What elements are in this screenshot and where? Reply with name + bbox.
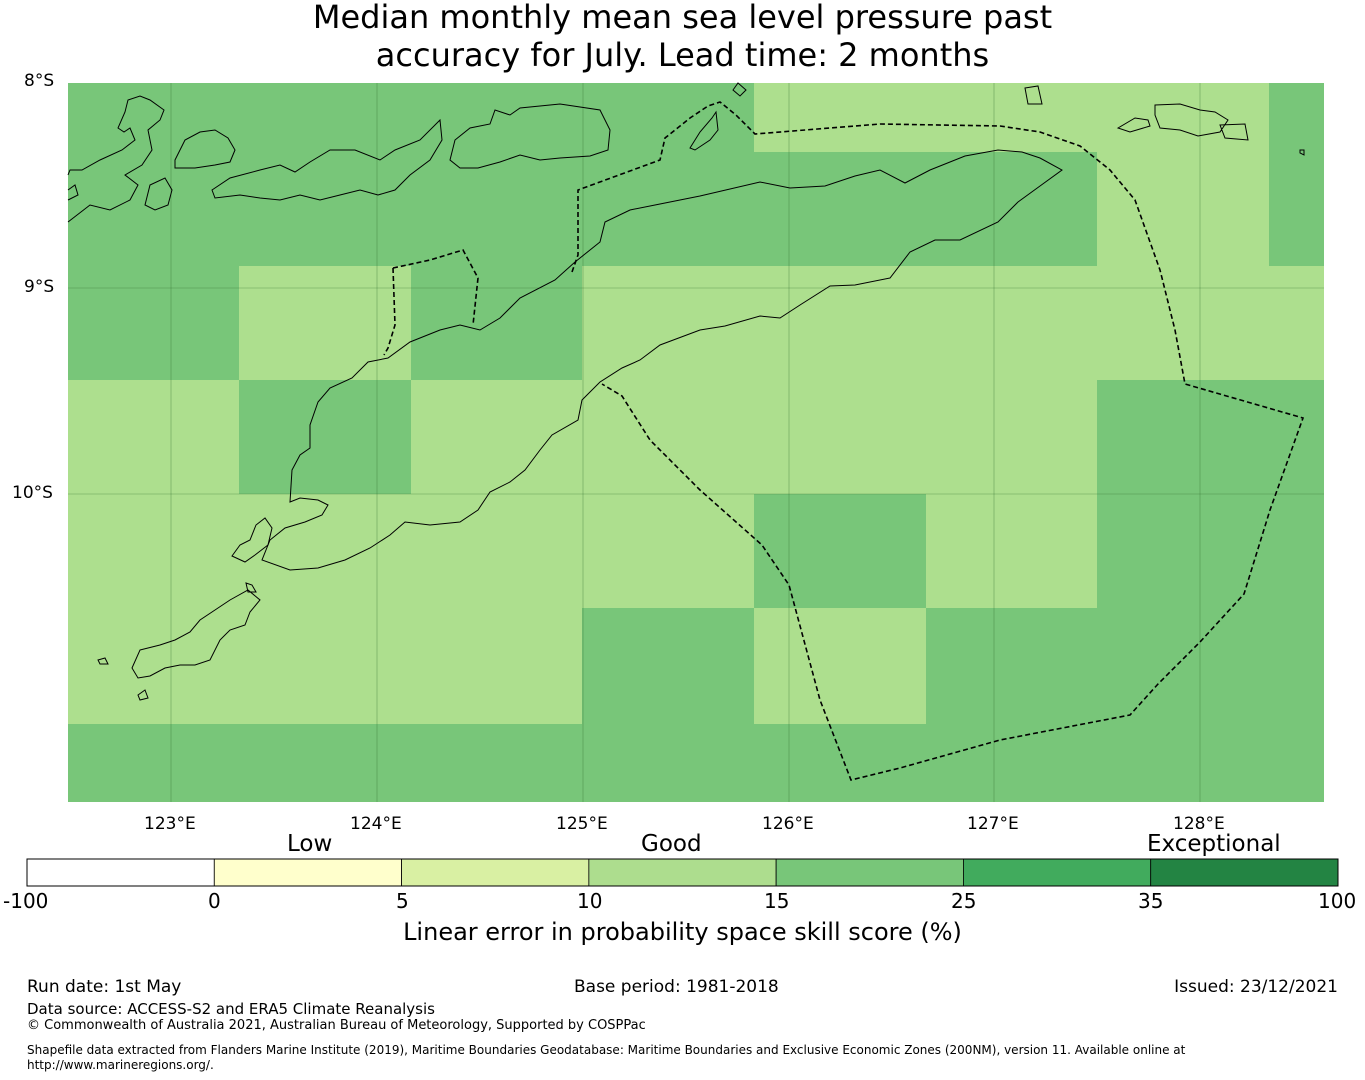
issued-date: Issued: 23/12/2021 xyxy=(1174,977,1338,997)
wetar-coast xyxy=(449,103,611,169)
coastlines xyxy=(67,82,1305,701)
lon-label-124e: 124°E xyxy=(350,814,402,834)
oecusse-eez xyxy=(383,249,479,356)
base-period: Base period: 1981-2018 xyxy=(574,977,779,997)
babar-islands-coast xyxy=(1024,85,1249,141)
alor-pantar-coast xyxy=(67,95,165,223)
lat-label-10s: 10°S xyxy=(12,483,53,503)
lon-label-127e: 127°E xyxy=(967,814,1019,834)
data-source: Data source: ACCESS-S2 and ERA5 Climate … xyxy=(27,1000,435,1018)
tick-0: 0 xyxy=(208,889,221,913)
category-exceptional: Exceptional xyxy=(1147,831,1281,857)
atauro-coast xyxy=(689,110,719,151)
eez-boundaries xyxy=(383,101,1305,781)
lon-label-126e: 126°E xyxy=(762,814,814,834)
light-cells xyxy=(68,83,1324,724)
lon-label-125e: 125°E xyxy=(556,814,608,834)
tick-35: 35 xyxy=(1138,889,1164,913)
shapefile-credit-line-1: Shapefile data extracted from Flanders M… xyxy=(27,1043,1186,1057)
timor-island-coast xyxy=(261,149,1063,571)
tick-minus100: -100 xyxy=(3,889,49,913)
map-title-line-1: Median monthly mean sea level pressure p… xyxy=(312,0,1053,36)
run-date: Run date: 1st May xyxy=(27,977,182,997)
lon-label-128e: 128°E xyxy=(1173,814,1225,834)
category-low: Low xyxy=(287,831,333,857)
tick-25: 25 xyxy=(951,889,977,913)
lat-label-9s: 9°S xyxy=(24,277,55,297)
lat-label-8s: 8°S xyxy=(24,71,55,91)
tick-10: 10 xyxy=(577,889,603,913)
lon-label-123e: 123°E xyxy=(144,814,196,834)
graticule xyxy=(68,83,1324,802)
east-islet-coast xyxy=(732,82,1305,156)
category-good: Good xyxy=(641,831,702,857)
rote-sawu-coast xyxy=(97,517,273,701)
map-title-line-2: accuracy for July. Lead time: 2 months xyxy=(375,36,990,74)
copyright: © Commonwealth of Australia 2021, Austra… xyxy=(27,1018,646,1033)
shapefile-credit-line-2: http://www.marineregions.org/. xyxy=(27,1058,214,1072)
tick-100: 100 xyxy=(1318,889,1357,913)
skill-grid xyxy=(68,83,1324,802)
colorbar-label: Linear error in probability space skill … xyxy=(403,918,962,946)
timor-leste-eez xyxy=(571,101,1305,781)
northern-islets-coast xyxy=(144,118,443,211)
tick-15: 15 xyxy=(764,889,790,913)
tick-5: 5 xyxy=(396,889,409,913)
